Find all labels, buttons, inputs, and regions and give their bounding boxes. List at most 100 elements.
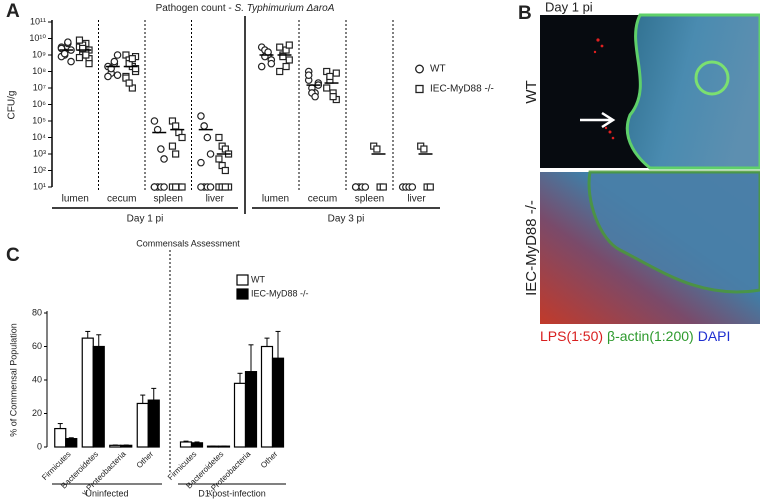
x-tick-label: liver [206, 194, 225, 205]
point [178, 133, 186, 142]
legend-label: IEC-MyD88 -/- [251, 288, 309, 298]
point [160, 183, 168, 191]
legend-swatch [236, 274, 249, 286]
y-tick-label: 10² [33, 165, 46, 175]
bar [260, 345, 274, 448]
lps-signal [593, 38, 615, 140]
y-tick-label: 40 [32, 374, 42, 384]
x-tick-label: liver [407, 194, 426, 205]
legend-label: WT [430, 64, 446, 75]
point [311, 92, 319, 101]
y-tick-label: 10¹¹ [30, 16, 46, 26]
bar [179, 441, 193, 448]
y-tick-label: 80 [32, 307, 42, 317]
y-tick-label: 10⁸ [32, 66, 46, 76]
x-tick-label: cecum [107, 194, 136, 205]
point [172, 183, 180, 191]
bar [244, 371, 258, 448]
point [178, 183, 186, 191]
point [113, 71, 122, 79]
stain-legend: LPS(1:50) β-actin(1:200) DAPI [540, 328, 730, 344]
point [323, 84, 331, 92]
stain: DAPI [698, 328, 731, 344]
point [279, 52, 287, 61]
x-tick-label: lumen [62, 194, 89, 205]
point [426, 183, 434, 191]
point [361, 183, 370, 191]
point [206, 150, 215, 158]
bar [109, 444, 122, 448]
panel-label: C [6, 245, 20, 266]
bar [217, 445, 231, 448]
y-tick-label: 10¹ [33, 181, 46, 191]
y-tick-label: 0 [37, 441, 42, 451]
point [200, 122, 208, 130]
bar [120, 444, 133, 448]
point [64, 38, 72, 46]
point [257, 62, 266, 71]
point [408, 183, 417, 191]
y-tick-label: 10⁵ [32, 115, 46, 125]
y-tick-label: 60 [32, 341, 42, 351]
chart-title: Commensals Assessment [136, 238, 240, 248]
point [221, 166, 229, 175]
legend-marker [415, 84, 424, 94]
group-label: Uninfected [85, 488, 128, 498]
bar [147, 399, 160, 448]
point [221, 183, 229, 191]
point [75, 53, 84, 62]
y-tick-label: 20 [32, 408, 42, 418]
point [82, 51, 90, 59]
title-italic: S. Typhimurium ΔaroA [235, 3, 335, 14]
point [75, 36, 84, 44]
point [104, 72, 112, 81]
point [197, 158, 205, 167]
point [420, 145, 428, 153]
point [110, 57, 119, 66]
point [351, 183, 360, 191]
tissue [587, 170, 760, 294]
panel-b-title: Day 1 pi [545, 0, 593, 14]
panel-label: A [6, 1, 20, 22]
group-label: Day 3 pi [328, 214, 365, 225]
group-label: Day 1 pi [127, 214, 164, 225]
row-label: IEC-MyD88 -/- [523, 200, 540, 296]
legend-swatch [236, 288, 249, 300]
bar [136, 402, 149, 448]
chart-title: Pathogen count - S. Typhimurium ΔaroA [156, 3, 335, 14]
panel-label: B [518, 3, 532, 24]
point [125, 79, 133, 87]
bar [54, 427, 67, 448]
bar [81, 337, 94, 448]
y-tick-label: 10⁶ [32, 99, 46, 109]
point [215, 133, 223, 142]
bar [271, 357, 285, 448]
title: Pathogen count - [156, 3, 232, 14]
y-tick-label: 10⁴ [32, 132, 46, 142]
micrographs: Day 1 pi WT IEC-MyD88 -/- LPS(1:50) β-act… [523, 0, 760, 344]
point [150, 183, 159, 191]
x-tick-label: lumen [262, 194, 289, 205]
point [172, 122, 180, 130]
x-tick-label: cecum [308, 194, 337, 205]
point [285, 56, 293, 64]
point [150, 117, 159, 125]
point [197, 112, 205, 120]
point [304, 71, 313, 79]
stain: LPS(1:50) [540, 328, 603, 344]
group-label: D1 post-infection [198, 488, 266, 498]
bar [190, 442, 204, 448]
legend-label: IEC-MyD88 -/- [430, 84, 494, 95]
y-axis-label: CFU/g [7, 91, 18, 120]
legend-marker [415, 64, 424, 74]
crypt [694, 60, 730, 96]
point [276, 43, 284, 51]
y-tick-label: 10³ [33, 148, 46, 158]
point [197, 183, 205, 191]
point [373, 145, 381, 153]
point [131, 64, 140, 73]
point [215, 155, 223, 163]
point [60, 49, 69, 58]
